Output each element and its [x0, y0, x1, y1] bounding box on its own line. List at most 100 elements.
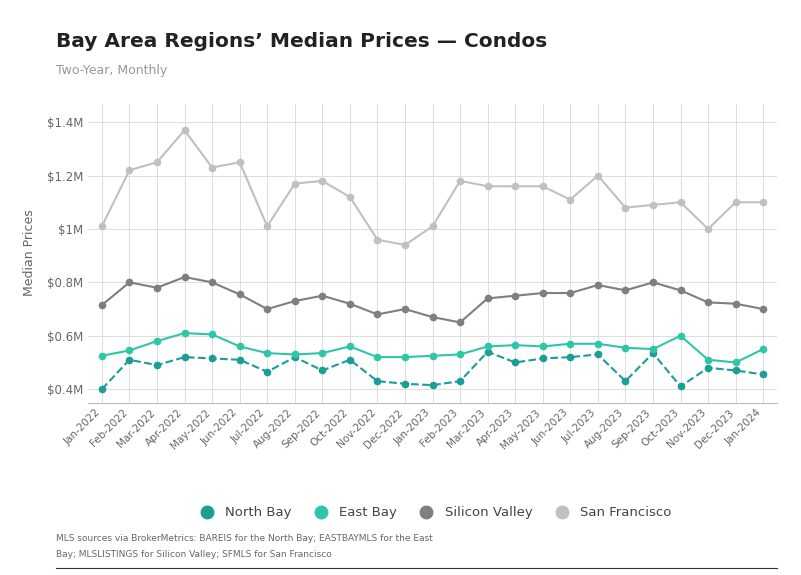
- Silicon Valley: [621, 287, 630, 294]
- San Francisco: [317, 178, 327, 185]
- Silicon Valley: [483, 295, 493, 302]
- San Francisco: [152, 159, 162, 166]
- North Bay: [235, 356, 244, 363]
- San Francisco: [290, 180, 300, 187]
- Silicon Valley: [125, 279, 135, 286]
- Silicon Valley: [676, 287, 686, 294]
- Line: San Francisco: San Francisco: [99, 127, 767, 248]
- Silicon Valley: [703, 299, 713, 306]
- Silicon Valley: [566, 290, 575, 297]
- San Francisco: [538, 183, 548, 190]
- Line: Silicon Valley: Silicon Valley: [99, 274, 767, 325]
- East Bay: [731, 359, 740, 366]
- North Bay: [621, 378, 630, 385]
- Silicon Valley: [235, 291, 244, 298]
- Silicon Valley: [400, 306, 410, 313]
- San Francisco: [263, 223, 272, 230]
- North Bay: [510, 359, 520, 366]
- North Bay: [731, 367, 740, 374]
- Silicon Valley: [372, 311, 382, 318]
- North Bay: [152, 362, 162, 369]
- Silicon Valley: [648, 279, 658, 286]
- San Francisco: [510, 183, 520, 190]
- East Bay: [676, 332, 686, 339]
- San Francisco: [566, 196, 575, 203]
- North Bay: [125, 356, 135, 363]
- East Bay: [263, 350, 272, 356]
- North Bay: [179, 354, 189, 361]
- Y-axis label: Median Prices: Median Prices: [22, 210, 36, 296]
- North Bay: [372, 378, 382, 385]
- East Bay: [621, 344, 630, 351]
- North Bay: [428, 382, 437, 389]
- Silicon Valley: [290, 298, 300, 305]
- East Bay: [428, 352, 437, 359]
- Silicon Valley: [538, 290, 548, 297]
- East Bay: [97, 352, 107, 359]
- East Bay: [207, 331, 217, 338]
- North Bay: [317, 367, 327, 374]
- North Bay: [538, 355, 548, 362]
- San Francisco: [235, 159, 244, 166]
- Text: MLS sources via BrokerMetrics: BAREIS for the North Bay; EASTBAYMLS for the East: MLS sources via BrokerMetrics: BAREIS fo…: [56, 534, 433, 543]
- Silicon Valley: [317, 292, 327, 299]
- East Bay: [317, 350, 327, 356]
- San Francisco: [731, 199, 740, 206]
- Silicon Valley: [731, 300, 740, 307]
- San Francisco: [400, 242, 410, 248]
- Line: North Bay: North Bay: [99, 348, 767, 392]
- North Bay: [263, 369, 272, 375]
- San Francisco: [428, 223, 437, 230]
- North Bay: [759, 371, 768, 378]
- East Bay: [345, 343, 355, 350]
- San Francisco: [455, 178, 465, 185]
- East Bay: [235, 343, 244, 350]
- Silicon Valley: [97, 302, 107, 309]
- East Bay: [372, 354, 382, 361]
- East Bay: [290, 351, 300, 358]
- Line: East Bay: East Bay: [99, 330, 767, 366]
- East Bay: [510, 342, 520, 348]
- North Bay: [97, 386, 107, 393]
- Silicon Valley: [455, 319, 465, 326]
- San Francisco: [759, 199, 768, 206]
- Silicon Valley: [152, 284, 162, 291]
- San Francisco: [593, 172, 602, 179]
- North Bay: [566, 354, 575, 361]
- Silicon Valley: [263, 306, 272, 313]
- San Francisco: [345, 193, 355, 200]
- North Bay: [400, 381, 410, 388]
- East Bay: [703, 356, 713, 363]
- North Bay: [703, 365, 713, 371]
- San Francisco: [372, 236, 382, 243]
- North Bay: [455, 378, 465, 385]
- San Francisco: [97, 223, 107, 230]
- San Francisco: [179, 126, 189, 133]
- Text: Bay; MLSLISTINGS for Silicon Valley; SFMLS for San Francisco: Bay; MLSLISTINGS for Silicon Valley; SFM…: [56, 550, 332, 559]
- North Bay: [593, 351, 602, 358]
- San Francisco: [483, 183, 493, 190]
- San Francisco: [676, 199, 686, 206]
- North Bay: [648, 350, 658, 356]
- East Bay: [179, 329, 189, 336]
- Silicon Valley: [179, 274, 189, 281]
- North Bay: [345, 356, 355, 363]
- East Bay: [566, 340, 575, 347]
- Silicon Valley: [345, 300, 355, 307]
- East Bay: [400, 354, 410, 361]
- Text: Bay Area Regions’ Median Prices — Condos: Bay Area Regions’ Median Prices — Condos: [56, 32, 547, 51]
- San Francisco: [207, 164, 217, 171]
- North Bay: [207, 355, 217, 362]
- San Francisco: [125, 167, 135, 174]
- East Bay: [125, 347, 135, 354]
- Silicon Valley: [759, 306, 768, 313]
- East Bay: [152, 338, 162, 344]
- East Bay: [593, 340, 602, 347]
- North Bay: [483, 348, 493, 355]
- Text: Two-Year, Monthly: Two-Year, Monthly: [56, 64, 167, 78]
- North Bay: [290, 354, 300, 361]
- North Bay: [676, 383, 686, 390]
- San Francisco: [703, 225, 713, 232]
- Silicon Valley: [510, 292, 520, 299]
- San Francisco: [648, 201, 658, 208]
